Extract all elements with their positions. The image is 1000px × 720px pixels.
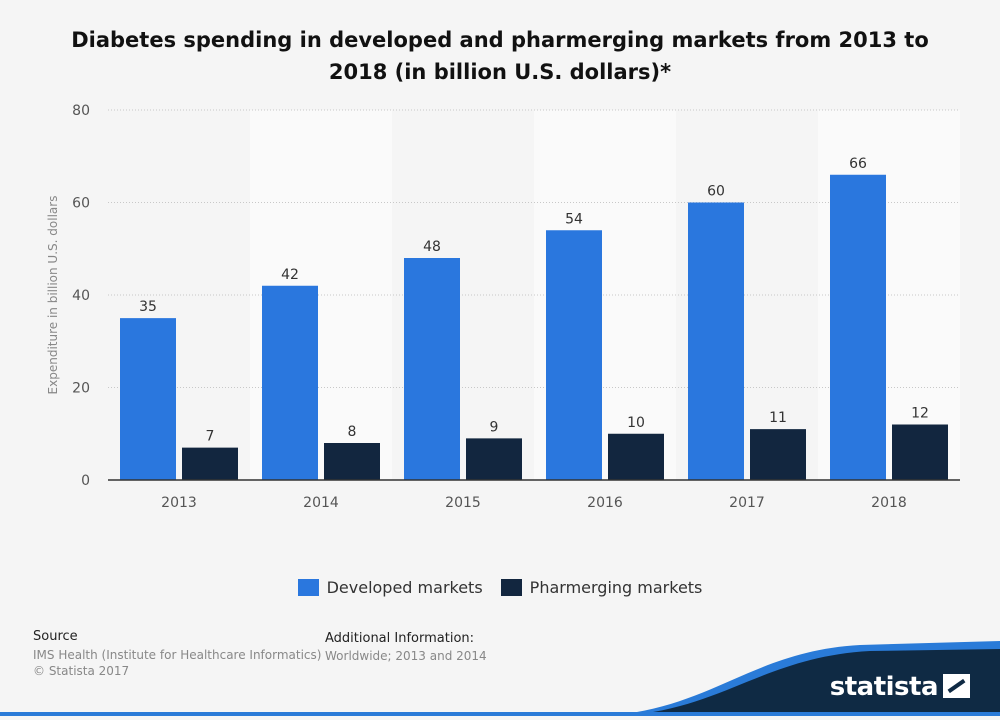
source-heading: Source: [33, 629, 78, 644]
y-axis-label: Expenditure in billion U.S. dollars: [46, 196, 60, 395]
y-tick-label: 60: [72, 196, 90, 212]
y-tick-label: 80: [72, 103, 90, 119]
legend-item-developed[interactable]: Developed markets: [297, 578, 483, 597]
bottom-accent-line: [0, 712, 1000, 716]
additional-info-text: Worldwide; 2013 and 2014: [325, 649, 487, 663]
legend-label-developed: Developed markets: [326, 578, 483, 597]
bar-pharmerging-2016: [608, 433, 664, 480]
bar-pharmerging-2017: [750, 429, 806, 480]
data-label: 7: [206, 429, 215, 445]
legend-item-pharmerging[interactable]: Pharmerging markets: [500, 578, 703, 597]
legend-label-pharmerging: Pharmerging markets: [529, 578, 703, 597]
data-label: 8: [348, 424, 357, 440]
x-tick-label: 2013: [161, 495, 197, 511]
additional-info-block: Additional Information: Worldwide; 2013 …: [325, 631, 487, 663]
legend-swatch-pharmerging: [500, 579, 522, 596]
y-tick-label: 40: [72, 288, 90, 304]
data-label: 11: [769, 410, 787, 426]
y-tick-label: 20: [72, 381, 90, 397]
data-label: 9: [490, 419, 499, 435]
bar-chart: 0 20 40 60 80 Expenditure in billion U.S. dol…: [46, 103, 960, 511]
bar-pharmerging-2015: [466, 438, 522, 480]
data-label: 10: [627, 415, 645, 431]
source-line[interactable]: IMS Health (Institute for Healthcare Inf…: [33, 648, 322, 662]
bar-developed-2014: [262, 285, 318, 480]
y-tick-label: 0: [81, 473, 90, 489]
x-tick-label: 2015: [445, 495, 481, 511]
bar-pharmerging-2018: [892, 424, 948, 480]
bar-pharmerging-2013: [182, 447, 238, 480]
x-tick-label: 2014: [303, 495, 339, 511]
bar-developed-2017: [688, 202, 744, 480]
bar-developed-2018: [830, 174, 886, 480]
data-label: 54: [565, 211, 583, 227]
x-tick-label: 2016: [587, 495, 623, 511]
bar-pharmerging-2014: [324, 443, 380, 480]
data-label: 12: [911, 406, 929, 422]
chart-title: Diabetes spending in developed and pharm…: [71, 28, 929, 84]
data-label: 35: [139, 299, 157, 315]
additional-info-heading: Additional Information:: [325, 631, 475, 646]
statista-logo-text: statista: [829, 672, 939, 702]
legend-swatch-developed: [297, 579, 319, 596]
x-tick-label: 2018: [871, 495, 907, 511]
data-label: 42: [281, 267, 299, 283]
data-label: 60: [707, 184, 725, 200]
bar-developed-2015: [404, 258, 460, 480]
brand-wave: [600, 641, 1000, 716]
data-label: 48: [423, 239, 441, 255]
chart-legend: Developed markets Pharmerging markets: [0, 578, 1000, 597]
bar-developed-2016: [546, 230, 602, 480]
copyright-line: © Statista 2017: [33, 664, 130, 678]
bar-developed-2013: [120, 318, 176, 480]
statista-brand[interactable]: statista: [600, 641, 1000, 716]
data-label: 66: [849, 156, 867, 172]
x-tick-label: 2017: [729, 495, 765, 511]
statista-logo-icon: [943, 674, 970, 698]
source-block: Source IMS Health (Institute for Healthc…: [33, 629, 321, 679]
